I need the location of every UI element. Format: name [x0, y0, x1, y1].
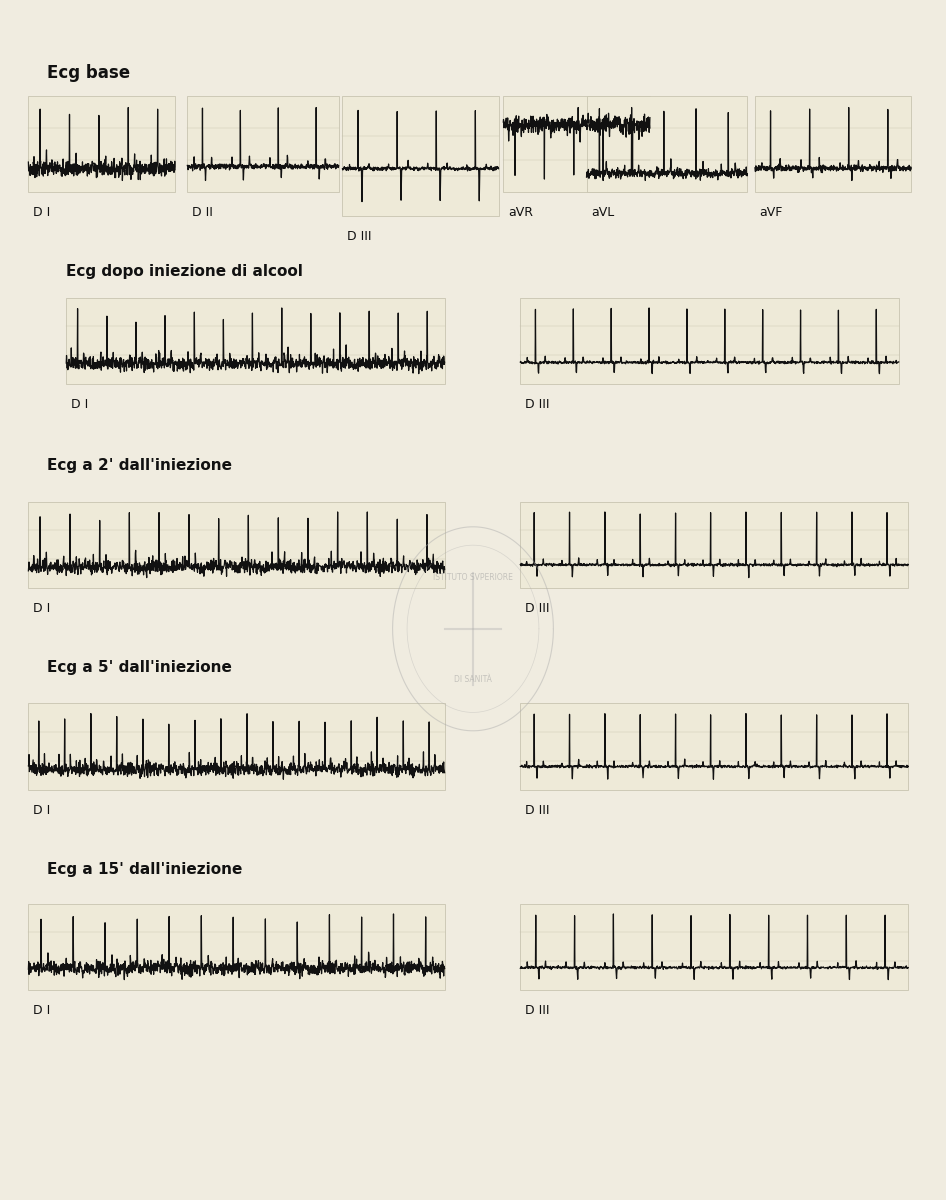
Text: DI SANITÀ: DI SANITÀ — [454, 676, 492, 684]
Text: Ecg base: Ecg base — [47, 64, 131, 82]
Bar — [587, 96, 747, 192]
Text: D III: D III — [525, 804, 550, 816]
Text: aVF: aVF — [760, 206, 783, 218]
Bar — [503, 96, 650, 192]
Text: D III: D III — [347, 230, 372, 242]
Text: D I: D I — [33, 602, 50, 614]
Bar — [755, 96, 911, 192]
Text: Ecg a 15' dall'iniezione: Ecg a 15' dall'iniezione — [47, 862, 243, 876]
Text: D II: D II — [192, 206, 213, 218]
Text: D I: D I — [33, 206, 50, 218]
Text: D III: D III — [525, 1004, 550, 1018]
Text: D I: D I — [33, 1004, 50, 1018]
Bar — [187, 96, 339, 192]
Bar — [520, 298, 899, 384]
Text: ISTITUTO SVPERIORE: ISTITUTO SVPERIORE — [433, 574, 513, 582]
Text: aVL: aVL — [591, 206, 615, 218]
Text: D I: D I — [71, 398, 88, 410]
Bar — [28, 904, 445, 990]
Bar — [342, 96, 499, 216]
Text: Ecg dopo iniezione di alcool: Ecg dopo iniezione di alcool — [66, 264, 303, 278]
Text: aVR: aVR — [508, 206, 533, 218]
Text: D I: D I — [33, 804, 50, 816]
Text: D III: D III — [525, 398, 550, 410]
Bar — [520, 703, 908, 790]
Bar — [520, 904, 908, 990]
Text: Ecg a 2' dall'iniezione: Ecg a 2' dall'iniezione — [47, 458, 233, 473]
Bar — [28, 703, 445, 790]
Bar — [520, 502, 908, 588]
Text: Ecg a 5' dall'iniezione: Ecg a 5' dall'iniezione — [47, 660, 232, 674]
Text: D III: D III — [525, 602, 550, 614]
Bar — [66, 298, 445, 384]
Bar — [28, 502, 445, 588]
Bar — [28, 96, 175, 192]
